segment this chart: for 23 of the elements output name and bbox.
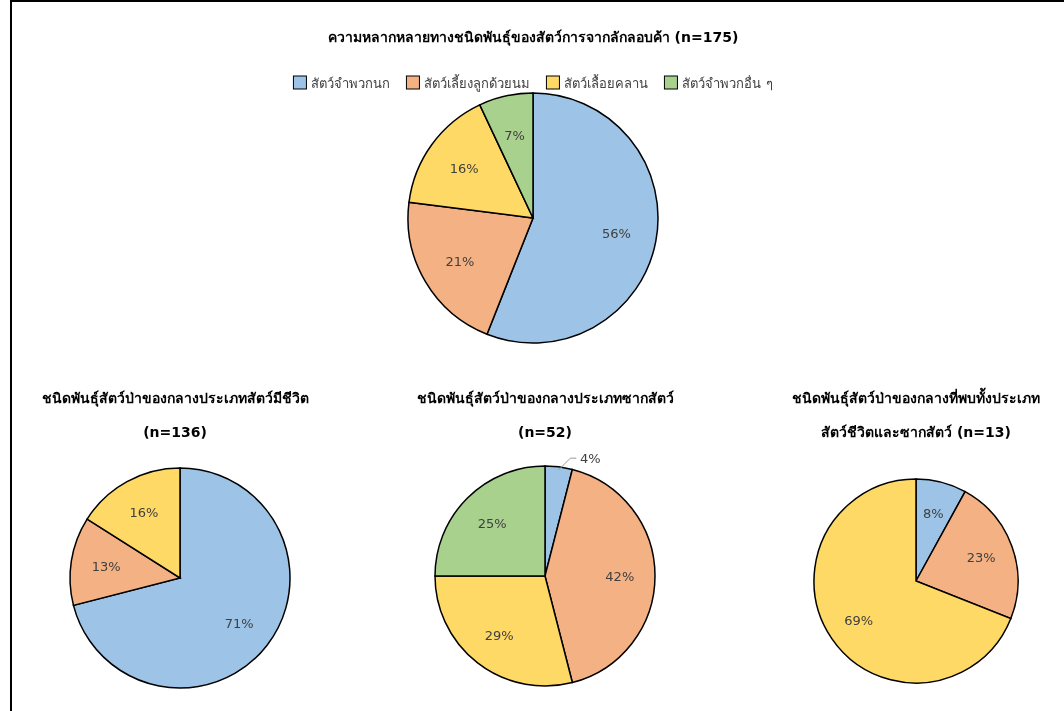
chart-title: ชนิดพันธุ์สัตว์ป่าของกลางประเภทสัตว์มีชีวิต (n=136) (41, 389, 309, 440)
legend-label: สัตว์จำพวกนก (311, 75, 391, 91)
chart-title: ความหลากหลายทางชนิดพันธุ์ของสัตว์การจากลักลอบค้า (n=175) (327, 28, 739, 46)
data-label: 4% (580, 450, 601, 466)
data-label: 8% (922, 506, 944, 522)
data-label: 23% (966, 550, 996, 566)
pie-slice (72, 467, 291, 689)
data-label: 69% (844, 612, 874, 628)
legend-label: สัตว์เลี้ยงลูกด้วยนม (424, 73, 531, 92)
data-label: 42% (605, 568, 635, 584)
chart-title: ชนิดพันธุ์สัตว์ป่าของกลางที่พบทั้งประเภท สัตว์ชีวิตและซากสัตว์ (n=13) (792, 389, 1040, 440)
data-label: 25% (477, 515, 507, 531)
chart-title: ชนิดพันธุ์สัตว์ป่าของกลางประเภทซากสัตว์ (n=52) (416, 389, 674, 440)
data-label: 16% (129, 505, 159, 520)
data-label: 7% (504, 127, 525, 143)
legend-label: สัตว์เลื้อยคลาน (564, 73, 649, 91)
data-label: 16% (449, 160, 479, 176)
data-label: 29% (484, 627, 514, 643)
data-label: 13% (91, 558, 121, 574)
data-label: 21% (445, 253, 475, 269)
legend-label: สัตว์จำพวกอื่น ๆ (682, 74, 773, 91)
data-label: 71% (224, 616, 254, 632)
data-label: 56% (602, 226, 631, 242)
